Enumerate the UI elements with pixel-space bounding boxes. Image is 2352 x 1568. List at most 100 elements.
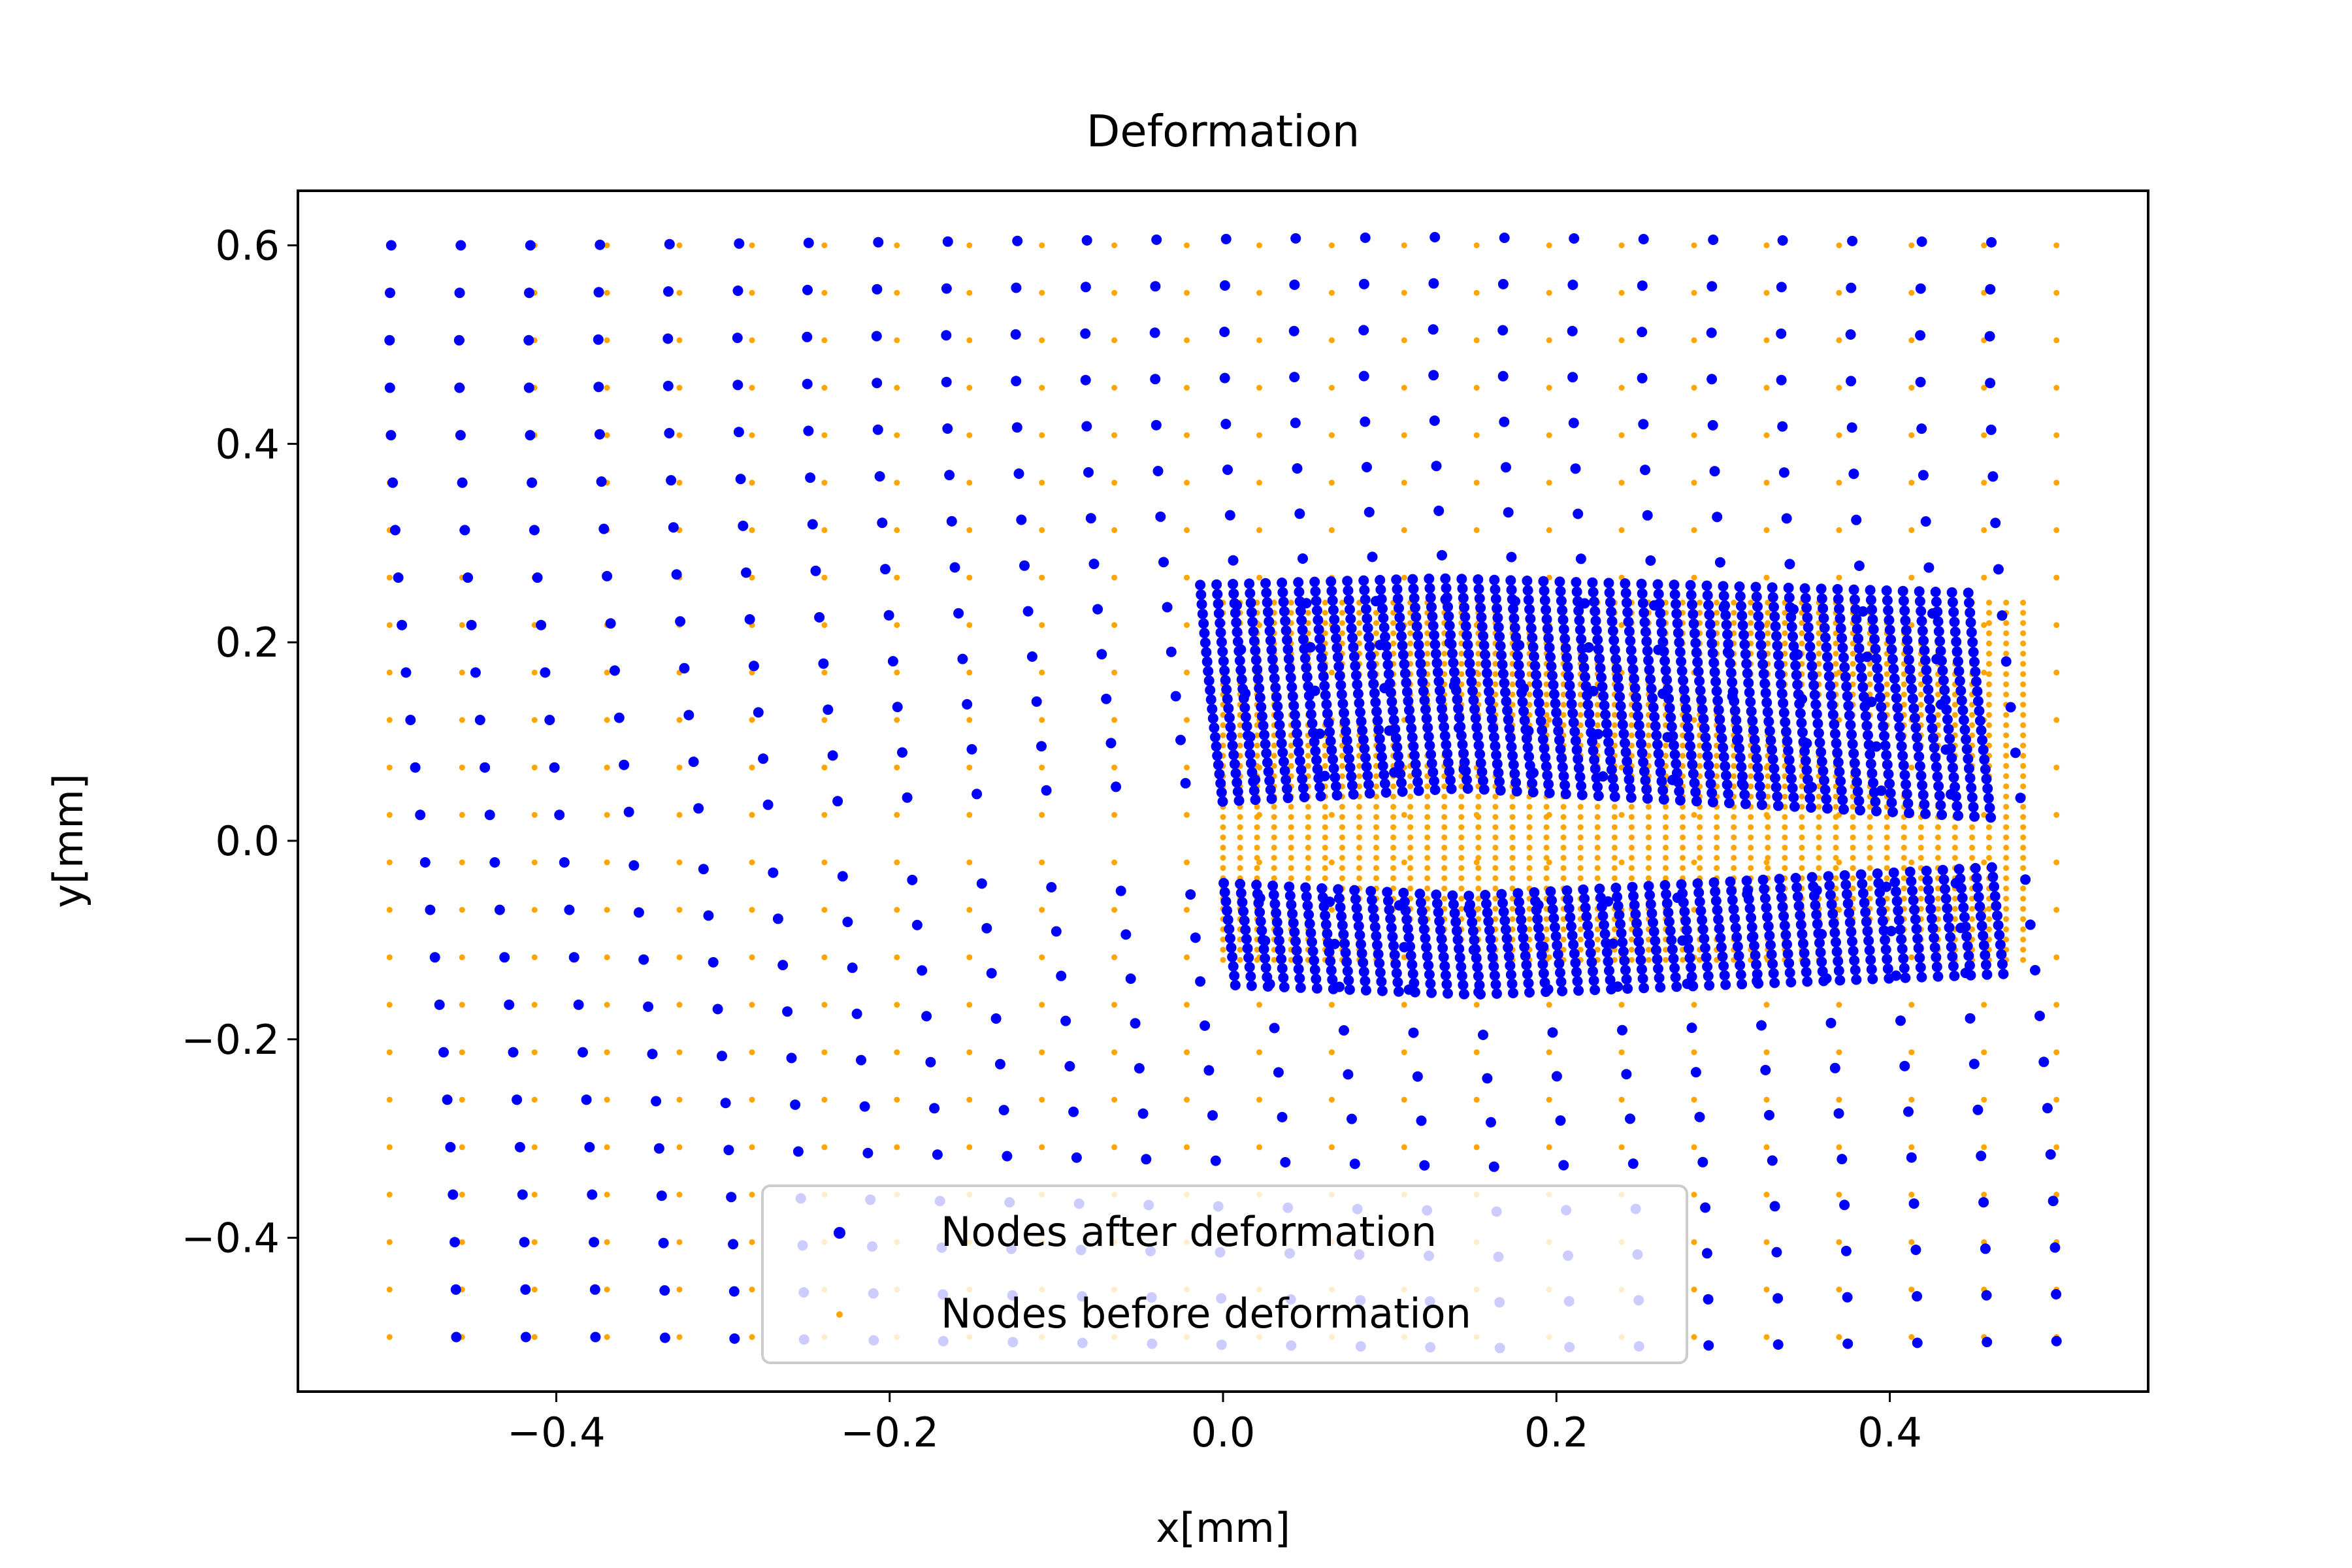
node-after — [1317, 662, 1328, 673]
node-before — [1401, 337, 1407, 344]
node-before — [1458, 793, 1465, 800]
node-before — [2003, 630, 2010, 636]
node-before — [821, 385, 828, 391]
node-after — [1974, 901, 1985, 912]
node-before — [1850, 865, 1856, 872]
node-after — [1854, 561, 1865, 571]
node-before — [604, 1334, 610, 1340]
node-after — [1361, 604, 1371, 615]
node-after — [1546, 661, 1557, 672]
node-after — [1303, 681, 1314, 692]
node-after — [1292, 955, 1303, 966]
node-after — [559, 857, 570, 868]
node-after — [1899, 770, 1910, 781]
node-after — [1405, 941, 1416, 952]
node-after — [1588, 587, 1599, 598]
node-after — [1871, 806, 1882, 817]
node-before — [1935, 885, 1941, 892]
node-after — [1806, 802, 1816, 813]
node-before — [1833, 834, 1839, 841]
node-before — [1111, 954, 1118, 960]
node-after — [1339, 708, 1349, 719]
node-after — [474, 715, 485, 725]
node-after — [602, 570, 613, 581]
node-after — [1505, 732, 1516, 743]
node-after — [1514, 896, 1524, 907]
node-after — [1347, 780, 1358, 791]
node-before — [1339, 773, 1345, 779]
node-after — [1665, 712, 1676, 723]
node-after — [529, 525, 540, 536]
node-after — [1406, 723, 1417, 734]
node-before — [1850, 834, 1856, 841]
node-after — [1443, 757, 1454, 768]
y-axis-label: y[mm] — [44, 774, 92, 908]
node-after — [1631, 692, 1642, 703]
node-before — [1833, 865, 1839, 872]
node-after — [1414, 889, 1426, 900]
node-before — [1475, 793, 1482, 800]
node-before — [1748, 630, 1754, 636]
node-before — [1305, 875, 1311, 881]
node-after — [887, 656, 898, 667]
node-after — [1277, 578, 1288, 588]
node-after — [1827, 700, 1838, 711]
node-after — [1426, 602, 1437, 613]
node-before — [1373, 824, 1379, 830]
node-after — [1620, 578, 1631, 589]
node-after — [1770, 772, 1780, 783]
node-after — [762, 799, 774, 810]
node-after — [1199, 628, 1210, 638]
node-after — [1215, 627, 1226, 638]
node-before — [1475, 896, 1482, 902]
node-after — [1326, 965, 1337, 976]
node-before — [1691, 811, 1697, 818]
node-before — [821, 242, 828, 248]
node-after — [1752, 762, 1763, 774]
node-before — [1328, 432, 1335, 438]
node-after — [1238, 906, 1249, 917]
node-after — [1465, 908, 1477, 919]
node-after — [1276, 738, 1287, 749]
node-after — [1345, 762, 1356, 773]
node-after — [1323, 938, 1333, 949]
node-after — [1772, 791, 1783, 802]
node-before — [1618, 432, 1625, 438]
node-after — [1707, 281, 1718, 292]
node-after — [1637, 747, 1648, 759]
node-after — [514, 1141, 525, 1152]
node-after — [454, 382, 465, 393]
node-before — [2003, 855, 2010, 861]
node-before — [1256, 859, 1262, 866]
node-after — [1765, 939, 1776, 951]
node-before — [1799, 824, 1805, 830]
node-before — [2003, 681, 2010, 687]
node-before — [1401, 1002, 1407, 1008]
node-after — [1931, 761, 1942, 772]
node-before — [1328, 1002, 1335, 1008]
node-after — [1885, 788, 1896, 798]
node-before — [1680, 855, 1686, 861]
node-before — [1288, 762, 1294, 769]
node-after — [1273, 1067, 1284, 1078]
node-after — [1572, 975, 1583, 987]
node-after — [1627, 664, 1639, 675]
node-after — [1627, 654, 1638, 665]
node-after — [1940, 893, 1952, 904]
node-before — [894, 480, 900, 486]
node-before — [1328, 289, 1335, 296]
node-after — [1627, 1158, 1639, 1169]
node-after — [1475, 602, 1486, 613]
node-after — [1335, 679, 1347, 691]
node-before — [1748, 773, 1754, 779]
node-after — [1952, 800, 1963, 811]
node-after — [1555, 743, 1566, 755]
node-after — [1371, 930, 1382, 941]
node-after — [1349, 1158, 1360, 1169]
node-after — [1801, 966, 1812, 977]
node-before — [1908, 289, 1915, 296]
node-after — [1377, 985, 1388, 996]
node-before — [459, 1002, 465, 1008]
node-after — [1831, 738, 1842, 749]
node-before — [1543, 681, 1550, 687]
